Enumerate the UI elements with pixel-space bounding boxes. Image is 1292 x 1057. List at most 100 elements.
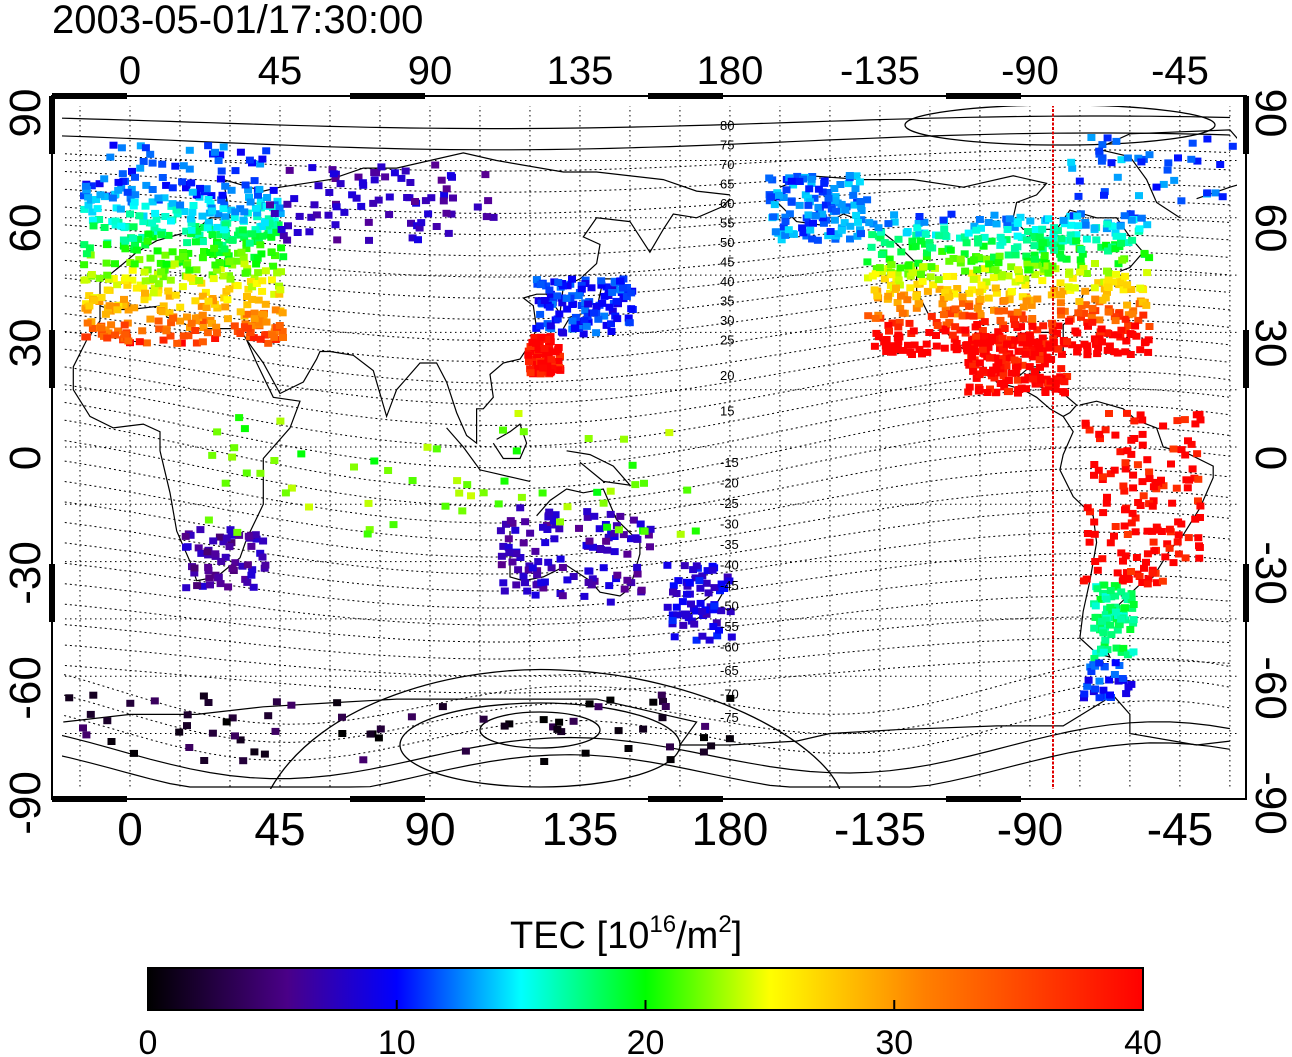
- tec-point: [369, 199, 378, 207]
- tec-point: [926, 273, 935, 281]
- tec-point: [1196, 502, 1205, 510]
- tec-point: [593, 488, 602, 496]
- tec-point: [539, 364, 548, 372]
- lat-tick-label: 30: [1, 319, 50, 368]
- tec-point: [841, 206, 850, 214]
- tec-point: [265, 220, 274, 228]
- tec-point: [86, 710, 95, 718]
- contour-label: -65: [720, 663, 739, 678]
- tec-point: [220, 201, 229, 209]
- tec-point: [659, 697, 667, 705]
- tec-point: [374, 196, 383, 204]
- tec-point: [231, 559, 240, 567]
- tec-point: [161, 213, 170, 220]
- tec-point: [131, 191, 140, 199]
- tec-point: [804, 201, 813, 209]
- tec-point: [239, 253, 248, 261]
- tec-point: [541, 539, 550, 547]
- tec-point: [533, 351, 542, 359]
- tec-point: [331, 175, 340, 182]
- tec-point: [923, 249, 931, 257]
- tec-point: [519, 539, 528, 547]
- tec-point: [516, 554, 525, 561]
- tec-point: [271, 727, 280, 735]
- tec-point: [1097, 157, 1106, 165]
- tec-point: [1057, 365, 1066, 373]
- tec-point: [139, 284, 148, 292]
- tec-point: [211, 148, 219, 156]
- tec-point: [544, 558, 553, 566]
- tec-point: [605, 303, 614, 311]
- tec-point: [1076, 256, 1085, 264]
- tec-point: [545, 303, 554, 311]
- tec-point: [880, 275, 889, 283]
- tec-point: [155, 325, 164, 333]
- lat-tick-label: -30: [1, 541, 50, 605]
- tec-point: [584, 435, 593, 442]
- contour-labels: 8075706560555045403530252015-15-20-25-30…: [720, 118, 739, 725]
- tec-point: [246, 329, 255, 336]
- tec-point: [1187, 155, 1196, 163]
- tec-point: [787, 198, 796, 206]
- tec-point: [807, 179, 816, 187]
- tec-point: [202, 304, 211, 311]
- tec-point: [103, 271, 112, 279]
- lon-tick-label: 135: [547, 49, 614, 93]
- tec-point: [1211, 189, 1220, 197]
- tec-point: [553, 315, 562, 323]
- tec-point: [1112, 270, 1120, 278]
- tec-point: [370, 176, 379, 184]
- tec-point: [216, 580, 225, 588]
- tec-point: [100, 193, 109, 201]
- tec-point: [1074, 192, 1083, 200]
- tec-point: [933, 322, 942, 329]
- tec-point: [446, 172, 455, 180]
- tec-point: [190, 564, 199, 572]
- tec-point: [906, 272, 915, 280]
- tec-point: [884, 220, 893, 228]
- tec-point: [253, 213, 262, 221]
- tec-point: [96, 324, 105, 332]
- tec-point: [1117, 326, 1126, 334]
- tec-point: [256, 469, 265, 477]
- tec-point: [830, 216, 839, 224]
- tec-point: [1068, 274, 1077, 282]
- tec-point: [1035, 380, 1044, 388]
- tec-point: [1044, 383, 1053, 391]
- tec-point: [548, 364, 557, 372]
- tec-point: [497, 552, 506, 560]
- tec-point: [524, 351, 533, 359]
- tec-point: [914, 300, 923, 308]
- tec-point: [180, 208, 189, 215]
- tec-point: [850, 201, 859, 209]
- tec-point: [263, 194, 272, 201]
- tec-point: [1096, 595, 1105, 603]
- tec-point: [526, 365, 535, 373]
- tec-point: [385, 211, 394, 218]
- tec-point: [969, 362, 978, 370]
- tec-point: [1093, 566, 1102, 574]
- tec-point: [532, 276, 541, 284]
- tec-point: [1180, 416, 1189, 424]
- tec-point: [211, 550, 220, 558]
- tec-point: [84, 201, 93, 209]
- tec-point: [1014, 386, 1023, 394]
- tec-point: [533, 567, 542, 575]
- tec-point: [206, 200, 215, 208]
- lat-tick-label: -30: [1246, 541, 1292, 605]
- tec-point: [267, 229, 276, 237]
- tec-point: [271, 306, 280, 314]
- tec-point: [668, 617, 677, 624]
- tec-point: [467, 492, 475, 500]
- tec-point: [80, 192, 88, 200]
- tec-point: [512, 550, 521, 558]
- tec-point: [254, 269, 263, 277]
- tec-point: [236, 736, 245, 744]
- tec-point: [256, 204, 265, 212]
- tec-point: [1044, 215, 1053, 223]
- tec-point: [146, 254, 155, 262]
- tec-point: [973, 304, 982, 312]
- tec-point: [504, 543, 513, 551]
- tec-point: [1092, 649, 1101, 657]
- tec-point: [88, 325, 97, 332]
